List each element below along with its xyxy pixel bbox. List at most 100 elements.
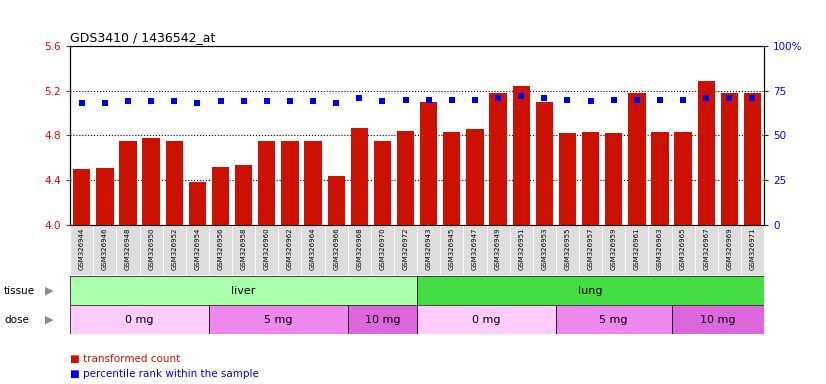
Bar	[348, 305, 417, 334]
Text: GSM326949: GSM326949	[495, 227, 501, 270]
Point	[145, 98, 158, 104]
Text: GSM326969: GSM326969	[726, 227, 733, 270]
Bar	[741, 225, 764, 275]
Text: GSM326960: GSM326960	[263, 227, 270, 270]
Text: GSM326971: GSM326971	[749, 227, 756, 270]
Point	[283, 98, 297, 104]
Bar	[116, 225, 140, 275]
Text: GSM326944: GSM326944	[78, 227, 85, 270]
Point	[445, 97, 458, 103]
Text: GSM326963: GSM326963	[657, 227, 663, 270]
Text: GSM326961: GSM326961	[634, 227, 640, 270]
Point	[214, 98, 227, 104]
Bar	[510, 225, 533, 275]
Point	[746, 95, 759, 101]
Text: 10 mg: 10 mg	[700, 314, 735, 325]
Point	[75, 100, 88, 106]
Bar	[744, 93, 762, 225]
Text: GSM326945: GSM326945	[449, 227, 455, 270]
Bar	[536, 102, 553, 225]
Text: GSM326950: GSM326950	[148, 227, 154, 270]
Text: GSM326953: GSM326953	[541, 227, 548, 270]
Text: GSM326954: GSM326954	[194, 227, 201, 270]
Bar	[582, 132, 600, 225]
Bar	[648, 225, 672, 275]
Point	[607, 97, 620, 103]
Bar	[70, 225, 93, 275]
Bar	[397, 131, 415, 225]
Text: 0 mg: 0 mg	[472, 314, 501, 325]
Point	[723, 95, 736, 101]
Bar	[674, 132, 692, 225]
Bar	[140, 225, 163, 275]
Bar	[209, 305, 348, 334]
Bar	[301, 225, 325, 275]
Bar	[70, 305, 209, 334]
Bar	[417, 276, 764, 305]
Point	[353, 95, 366, 101]
Bar	[143, 137, 160, 225]
Text: GSM326970: GSM326970	[379, 227, 386, 270]
Bar	[602, 225, 625, 275]
Bar	[163, 225, 186, 275]
Bar	[440, 225, 463, 275]
Point	[168, 98, 181, 104]
Bar	[186, 225, 209, 275]
Bar	[558, 133, 577, 225]
Point	[260, 98, 273, 104]
Bar	[721, 93, 738, 225]
Text: ■ percentile rank within the sample: ■ percentile rank within the sample	[70, 369, 259, 379]
Point	[584, 98, 597, 104]
Point	[306, 98, 320, 104]
Bar	[120, 141, 137, 225]
Bar	[487, 225, 510, 275]
Bar	[255, 225, 278, 275]
Point	[399, 97, 412, 103]
Bar	[417, 225, 440, 275]
Bar	[348, 225, 371, 275]
Bar	[652, 132, 669, 225]
Bar	[232, 225, 255, 275]
Bar	[282, 141, 299, 225]
Text: 5 mg: 5 mg	[264, 314, 292, 325]
Text: GSM326956: GSM326956	[217, 227, 224, 270]
Bar	[512, 86, 530, 225]
Text: GSM326957: GSM326957	[587, 227, 594, 270]
Point	[422, 97, 435, 103]
Point	[700, 95, 713, 101]
Text: GSM326968: GSM326968	[356, 227, 363, 270]
Text: GDS3410 / 1436542_at: GDS3410 / 1436542_at	[70, 31, 216, 44]
Bar	[579, 225, 602, 275]
Text: GSM326947: GSM326947	[472, 227, 478, 270]
Text: ■ transformed count: ■ transformed count	[70, 354, 180, 364]
Point	[191, 100, 204, 106]
Bar	[490, 93, 507, 225]
Point	[561, 97, 574, 103]
Text: tissue: tissue	[4, 286, 36, 296]
Bar	[556, 225, 579, 275]
Text: GSM326948: GSM326948	[125, 227, 131, 270]
Text: dose: dose	[4, 314, 29, 325]
Text: GSM326943: GSM326943	[425, 227, 432, 270]
Text: GSM326959: GSM326959	[610, 227, 617, 270]
Text: GSM326958: GSM326958	[240, 227, 247, 270]
Bar	[93, 225, 116, 275]
Bar	[533, 225, 556, 275]
Text: GSM326964: GSM326964	[310, 227, 316, 270]
Bar	[556, 305, 672, 334]
Point	[330, 100, 343, 106]
Text: GSM326955: GSM326955	[564, 227, 571, 270]
Text: ▶: ▶	[45, 314, 54, 325]
Bar	[625, 225, 648, 275]
Bar	[70, 276, 417, 305]
Bar	[278, 225, 301, 275]
Bar	[212, 167, 230, 225]
Text: liver: liver	[231, 286, 256, 296]
Bar	[629, 93, 646, 225]
Bar	[209, 225, 232, 275]
Text: GSM326967: GSM326967	[703, 227, 710, 270]
Text: lung: lung	[578, 286, 603, 296]
Bar	[467, 129, 484, 225]
Point	[98, 100, 112, 106]
Text: 0 mg: 0 mg	[126, 314, 154, 325]
